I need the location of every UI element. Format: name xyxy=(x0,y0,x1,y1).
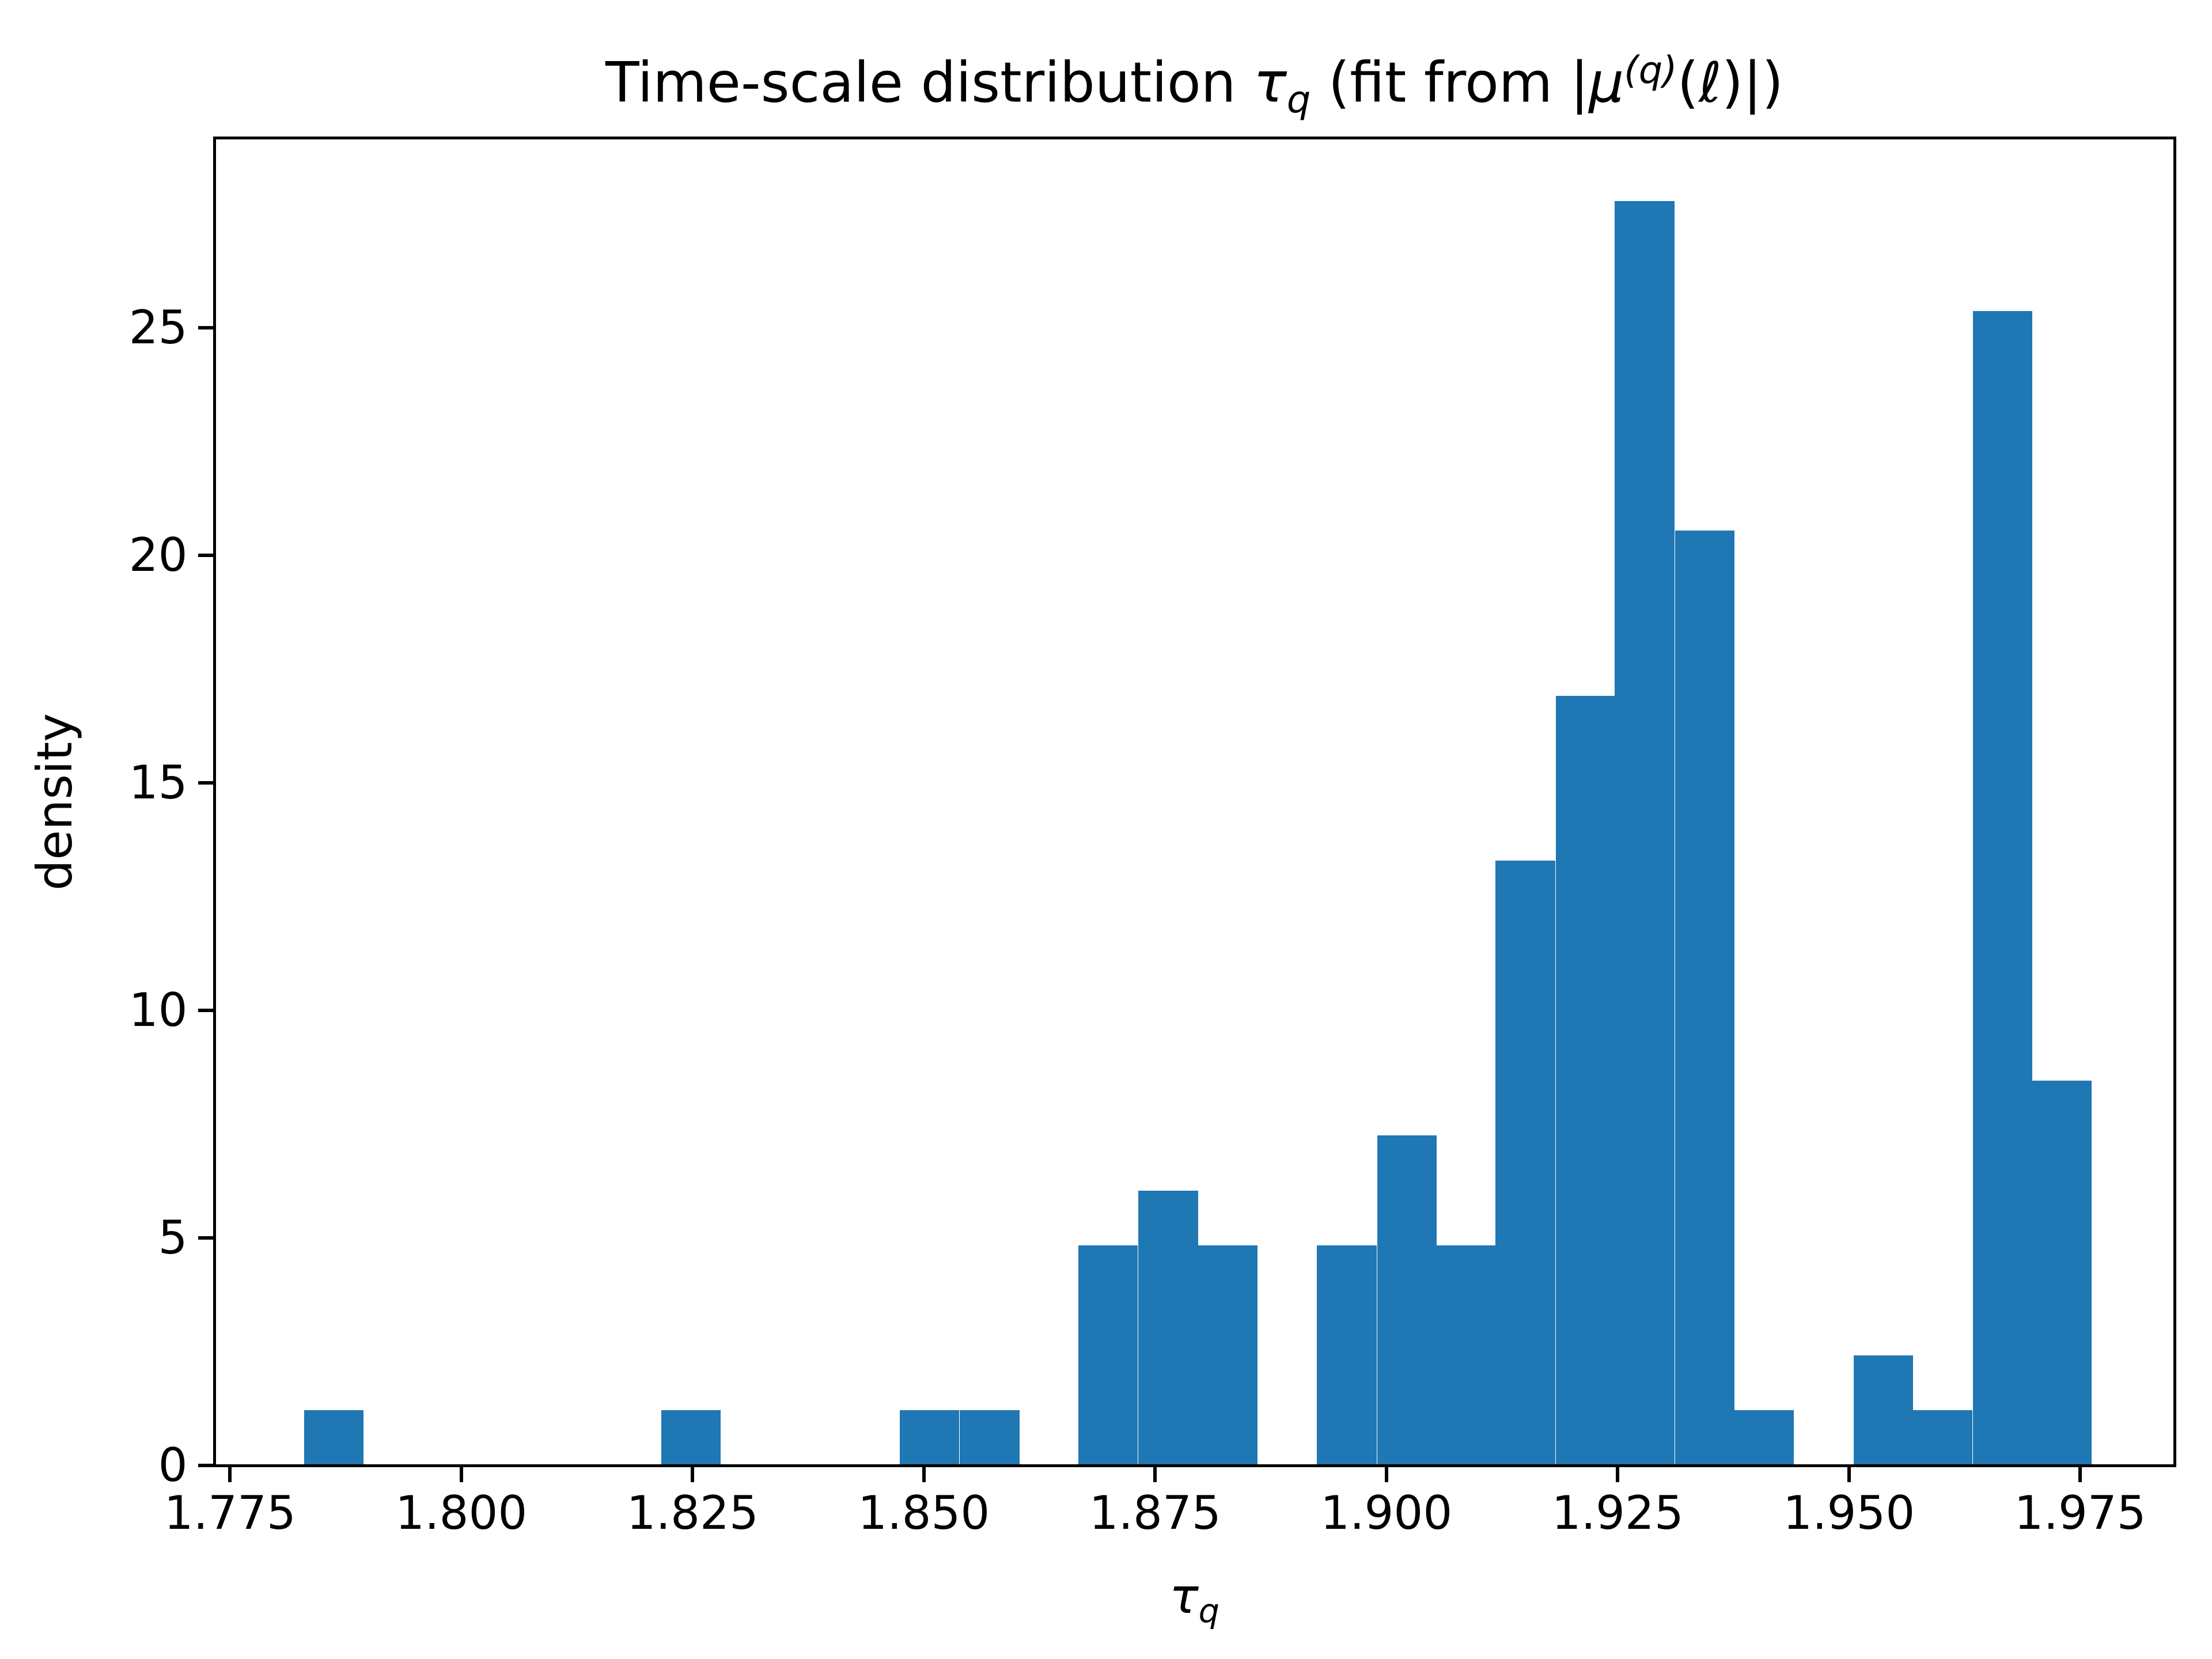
x-axis-label: τq xyxy=(214,1572,2175,1628)
y-tick-label: 15 xyxy=(128,756,188,810)
y-tick-mark xyxy=(198,1009,213,1013)
histogram-bar xyxy=(1853,1355,1914,1465)
y-tick-mark xyxy=(198,1236,213,1240)
x-tick-label: 1.950 xyxy=(1783,1486,1915,1540)
y-tick-mark xyxy=(198,1464,213,1467)
x-tick-label: 1.875 xyxy=(1089,1486,1221,1540)
y-tick-label: 20 xyxy=(128,528,188,582)
label-segment: q xyxy=(1198,1592,1219,1630)
y-tick-label: 5 xyxy=(158,1211,188,1265)
y-tick-mark xyxy=(198,326,213,330)
label-segment: (q) xyxy=(1624,48,1677,92)
histogram-bar xyxy=(1138,1190,1198,1465)
histogram-bar xyxy=(304,1410,364,1465)
histogram-bar xyxy=(1615,200,1675,1465)
top-spine xyxy=(213,136,2176,139)
histogram-bar xyxy=(1555,696,1616,1465)
histogram-bar xyxy=(1078,1245,1138,1465)
label-segment: q xyxy=(1286,77,1311,122)
histogram-bar xyxy=(1436,1245,1496,1465)
histogram-bar xyxy=(1198,1245,1257,1465)
x-tick-mark xyxy=(1153,1467,1157,1482)
x-tick-mark xyxy=(2078,1467,2082,1482)
x-tick-label: 1.800 xyxy=(395,1486,528,1540)
x-tick-label: 1.825 xyxy=(626,1486,759,1540)
histogram-bar xyxy=(661,1410,721,1465)
chart-title: Time-scale distribution τq (fit from |μ(… xyxy=(214,48,2175,122)
label-segment: τ xyxy=(1253,50,1287,115)
label-segment: ℓ xyxy=(1699,50,1722,115)
y-tick-label: 25 xyxy=(128,301,188,355)
x-tick-mark xyxy=(922,1467,926,1482)
x-tick-mark xyxy=(691,1467,695,1482)
label-segment: (fit from | xyxy=(1310,50,1589,115)
histogram-bar xyxy=(1675,531,1735,1465)
y-tick-label: 10 xyxy=(128,983,188,1037)
histogram-bar xyxy=(1377,1135,1437,1465)
label-segment: )|) xyxy=(1721,50,1783,115)
x-tick-mark xyxy=(228,1467,232,1482)
y-tick-mark xyxy=(198,554,213,558)
x-tick-mark xyxy=(1384,1467,1388,1482)
y-tick-label: 0 xyxy=(158,1438,188,1492)
label-segment: ( xyxy=(1677,50,1699,115)
x-tick-label: 1.850 xyxy=(858,1486,990,1540)
histogram-bar xyxy=(900,1410,960,1465)
histogram-bar xyxy=(2032,1080,2092,1465)
label-segment: τ xyxy=(1169,1567,1199,1624)
histogram-bar xyxy=(1972,310,2033,1465)
label-segment: Time-scale distribution xyxy=(605,50,1254,115)
x-tick-mark xyxy=(1616,1467,1620,1482)
x-tick-label: 1.975 xyxy=(2014,1486,2146,1540)
x-tick-mark xyxy=(1847,1467,1851,1482)
histogram-bar xyxy=(1317,1245,1377,1465)
histogram-bar xyxy=(1912,1410,1972,1465)
bottom-spine xyxy=(213,1464,2176,1467)
histogram-bar xyxy=(1734,1410,1794,1465)
histogram-bar xyxy=(960,1410,1020,1465)
left-spine xyxy=(213,136,216,1467)
x-tick-label: 1.900 xyxy=(1320,1486,1453,1540)
x-tick-label: 1.775 xyxy=(164,1486,296,1540)
label-segment: μ xyxy=(1589,50,1624,115)
x-tick-mark xyxy=(459,1467,463,1482)
y-tick-mark xyxy=(198,781,213,785)
x-tick-label: 1.925 xyxy=(1551,1486,1684,1540)
histogram-bar xyxy=(1495,861,1555,1465)
right-spine xyxy=(2173,136,2176,1467)
